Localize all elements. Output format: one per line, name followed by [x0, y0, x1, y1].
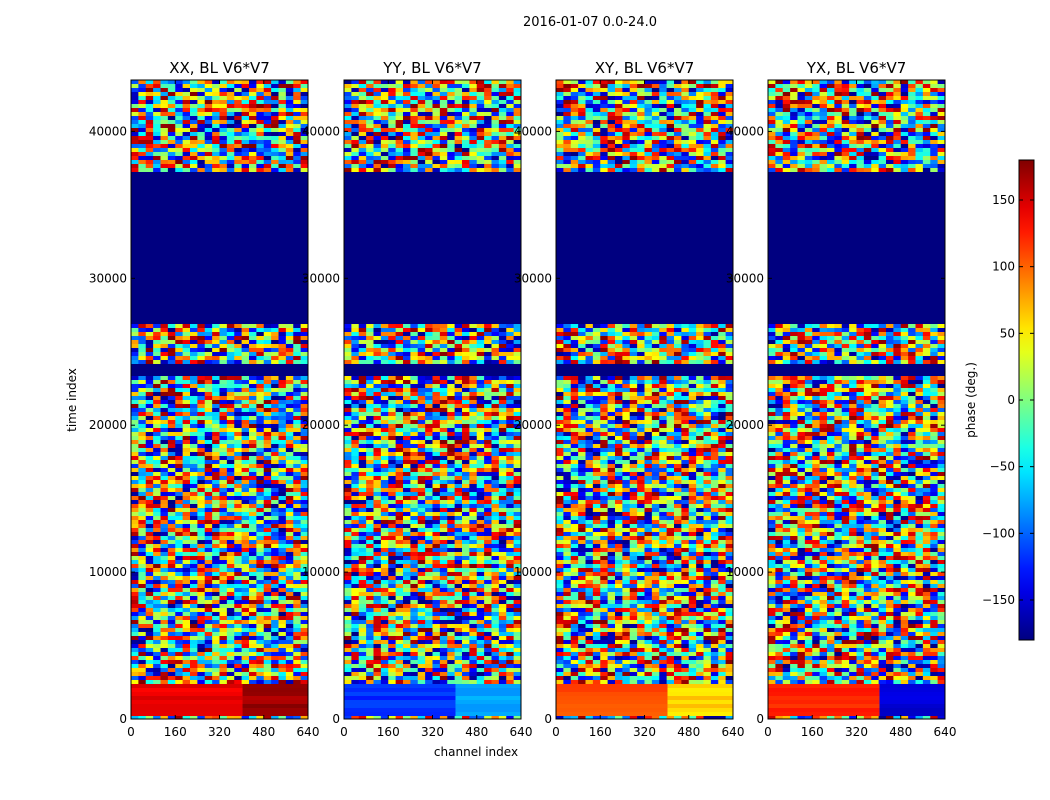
- x-axis-label: channel index: [434, 745, 518, 759]
- y-tick-label: 30000: [726, 271, 764, 285]
- y-tick-label: 0: [332, 712, 340, 726]
- heatmap-image: [131, 80, 308, 719]
- panel-0: XX, BL V6*V7 0 160 320 480 640 0 10000 20000 3000…: [89, 59, 320, 739]
- x-tick-label: 320: [421, 725, 444, 739]
- colorbar-tick-label: −150: [982, 593, 1015, 607]
- x-tick-label: 0: [552, 725, 560, 739]
- y-axis-label: time index: [65, 368, 79, 432]
- panel-3: YX, BL V6*V7 0 160 320 480 640 0 10000 20000 3000…: [726, 59, 957, 739]
- y-tick-label: 20000: [514, 418, 552, 432]
- y-tick-label: 20000: [302, 418, 340, 432]
- y-tick-label: 20000: [89, 418, 127, 432]
- figure-suptitle: 2016-01-07 0.0-24.0: [523, 15, 657, 30]
- y-tick-label: 30000: [89, 271, 127, 285]
- y-tick-label: 10000: [726, 565, 764, 579]
- colorbar-tick-label: 0: [1007, 393, 1015, 407]
- y-tick-label: 40000: [302, 124, 340, 138]
- y-tick-label: 10000: [89, 565, 127, 579]
- panel-title: XY, BL V6*V7: [595, 59, 695, 77]
- y-tick-label: 40000: [89, 124, 127, 138]
- panels: XX, BL V6*V7 0 160 320 480 640 0 10000 20000 3000…: [89, 59, 957, 739]
- heatmap-image: [556, 80, 733, 719]
- x-tick-label: 480: [677, 725, 700, 739]
- panel-title: YY, BL V6*V7: [382, 59, 481, 77]
- y-tick-label: 30000: [302, 271, 340, 285]
- x-tick-label: 160: [589, 725, 612, 739]
- heatmap-image: [344, 80, 521, 719]
- colorbar-tick-label: −50: [990, 460, 1015, 474]
- colorbar: −150 −100 −50 0 50 100 150: [982, 159, 1035, 641]
- x-tick-label: 480: [465, 725, 488, 739]
- x-tick-label: 640: [934, 725, 957, 739]
- colorbar-label: phase (deg.): [964, 362, 978, 438]
- x-tick-label: 320: [633, 725, 656, 739]
- x-tick-label: 640: [510, 725, 533, 739]
- heatmap-image: [768, 80, 945, 719]
- y-tick-label: 40000: [514, 124, 552, 138]
- x-tick-label: 320: [208, 725, 231, 739]
- x-tick-label: 160: [164, 725, 187, 739]
- colorbar-tick-label: −100: [982, 526, 1015, 540]
- x-tick-label: 640: [722, 725, 745, 739]
- x-tick-label: 160: [801, 725, 824, 739]
- colorbar-tick-label: 100: [992, 260, 1015, 274]
- panel-title: YX, BL V6*V7: [806, 59, 907, 77]
- x-tick-label: 320: [845, 725, 868, 739]
- colorbar-tick-label: 50: [1000, 326, 1015, 340]
- x-tick-label: 0: [127, 725, 135, 739]
- y-tick-label: 0: [544, 712, 552, 726]
- x-tick-label: 640: [297, 725, 320, 739]
- colorbar-tick-label: 150: [992, 193, 1015, 207]
- y-tick-label: 10000: [302, 565, 340, 579]
- y-tick-label: 40000: [726, 124, 764, 138]
- x-tick-label: 160: [377, 725, 400, 739]
- x-tick-label: 0: [764, 725, 772, 739]
- y-tick-label: 30000: [514, 271, 552, 285]
- panel-title: XX, BL V6*V7: [169, 59, 270, 77]
- y-tick-label: 20000: [726, 418, 764, 432]
- x-tick-label: 0: [340, 725, 348, 739]
- y-tick-label: 0: [119, 712, 127, 726]
- x-tick-label: 480: [252, 725, 275, 739]
- y-tick-label: 0: [756, 712, 764, 726]
- panel-2: XY, BL V6*V7 0 160 320 480 640 0 10000 20000 3000…: [514, 59, 745, 739]
- y-tick-label: 10000: [514, 565, 552, 579]
- panel-1: YY, BL V6*V7 0 160 320 480 640 0 10000 20000 3000…: [302, 59, 533, 739]
- x-tick-label: 480: [889, 725, 912, 739]
